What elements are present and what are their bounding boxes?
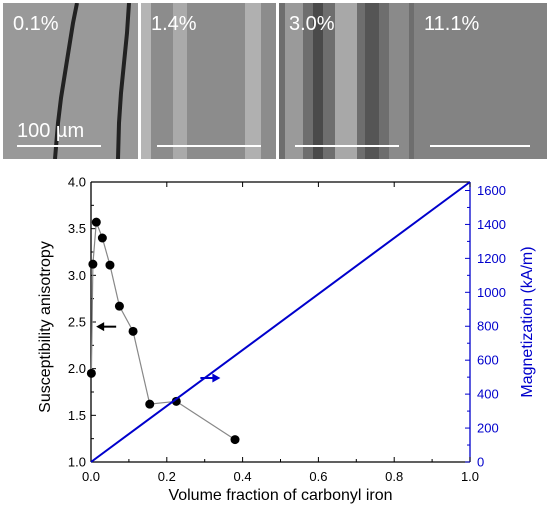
y-left-tick-label: 4.0	[68, 175, 86, 190]
scale-bar	[17, 145, 101, 147]
panel-label: 1.4%	[151, 13, 197, 35]
scale-bar	[430, 145, 530, 147]
x-tick-label: 1.0	[461, 469, 479, 484]
y-left-tick-label: 2.5	[68, 315, 86, 330]
scale-bar	[157, 145, 261, 147]
y-left-tick-label: 2.0	[68, 361, 86, 376]
data-point	[91, 217, 101, 227]
y-left-tick-label: 3.5	[68, 221, 86, 236]
x-tick-label: 0.2	[158, 469, 176, 484]
x-tick-label: 0.8	[385, 469, 403, 484]
data-point	[128, 326, 138, 336]
micrograph-panel-3: 3.0%	[279, 3, 414, 159]
series-line-right	[90, 181, 471, 463]
y-right-tick-label: 200	[477, 421, 499, 436]
scale-bar-label: 100 µm	[17, 120, 85, 142]
x-tick-label: 0.6	[309, 469, 327, 484]
x-tick-label: 0.0	[82, 469, 100, 484]
data-point	[97, 233, 107, 243]
data-point	[86, 368, 96, 378]
micrograph-image	[279, 3, 414, 159]
data-point	[145, 399, 155, 409]
y-left-tick-label: 3.0	[68, 268, 86, 283]
scale-bar	[295, 145, 399, 147]
panel-label: 0.1%	[13, 13, 59, 35]
y-right-axis-label: Magnetization (kA/m)	[519, 246, 536, 397]
micrograph-image	[141, 3, 276, 159]
data-point	[230, 435, 240, 445]
annotation-arrow-head	[212, 373, 221, 383]
y-right-tick-label: 800	[477, 319, 499, 334]
panel-label: 3.0%	[289, 13, 335, 35]
y-right-tick-label: 600	[477, 353, 499, 368]
y-right-tick-label: 1200	[477, 251, 506, 266]
x-tick-label: 0.4	[234, 469, 252, 484]
y-right-tick-label: 1600	[477, 183, 506, 198]
y-left-tick-label: 1.5	[68, 408, 86, 423]
data-point	[171, 396, 181, 406]
y-right-tick-label: 0	[477, 455, 484, 470]
micrograph-image	[414, 3, 547, 159]
y-left-tick-label: 1.0	[68, 455, 86, 470]
data-point	[114, 301, 124, 311]
micrograph-panel-4: 11.1%	[414, 3, 547, 159]
micrograph-panel-1: 0.1% 100 µm	[3, 3, 138, 159]
micrograph-panel-2: 1.4%	[141, 3, 276, 159]
series-connector-left	[90, 221, 236, 441]
y-right-tick-label: 1400	[477, 217, 506, 232]
y-left-axis-label: Susceptibility anisotropy	[37, 241, 54, 413]
data-point	[105, 260, 115, 270]
y-right-tick-label: 1000	[477, 285, 506, 300]
panel-label: 11.1%	[424, 13, 480, 35]
annotation-arrow-head	[96, 322, 105, 332]
y-right-tick-label: 400	[477, 387, 499, 402]
data-point	[88, 259, 98, 269]
micrograph-image	[3, 3, 138, 159]
x-axis-label: Volume fraction of carbonyl iron	[168, 487, 392, 504]
